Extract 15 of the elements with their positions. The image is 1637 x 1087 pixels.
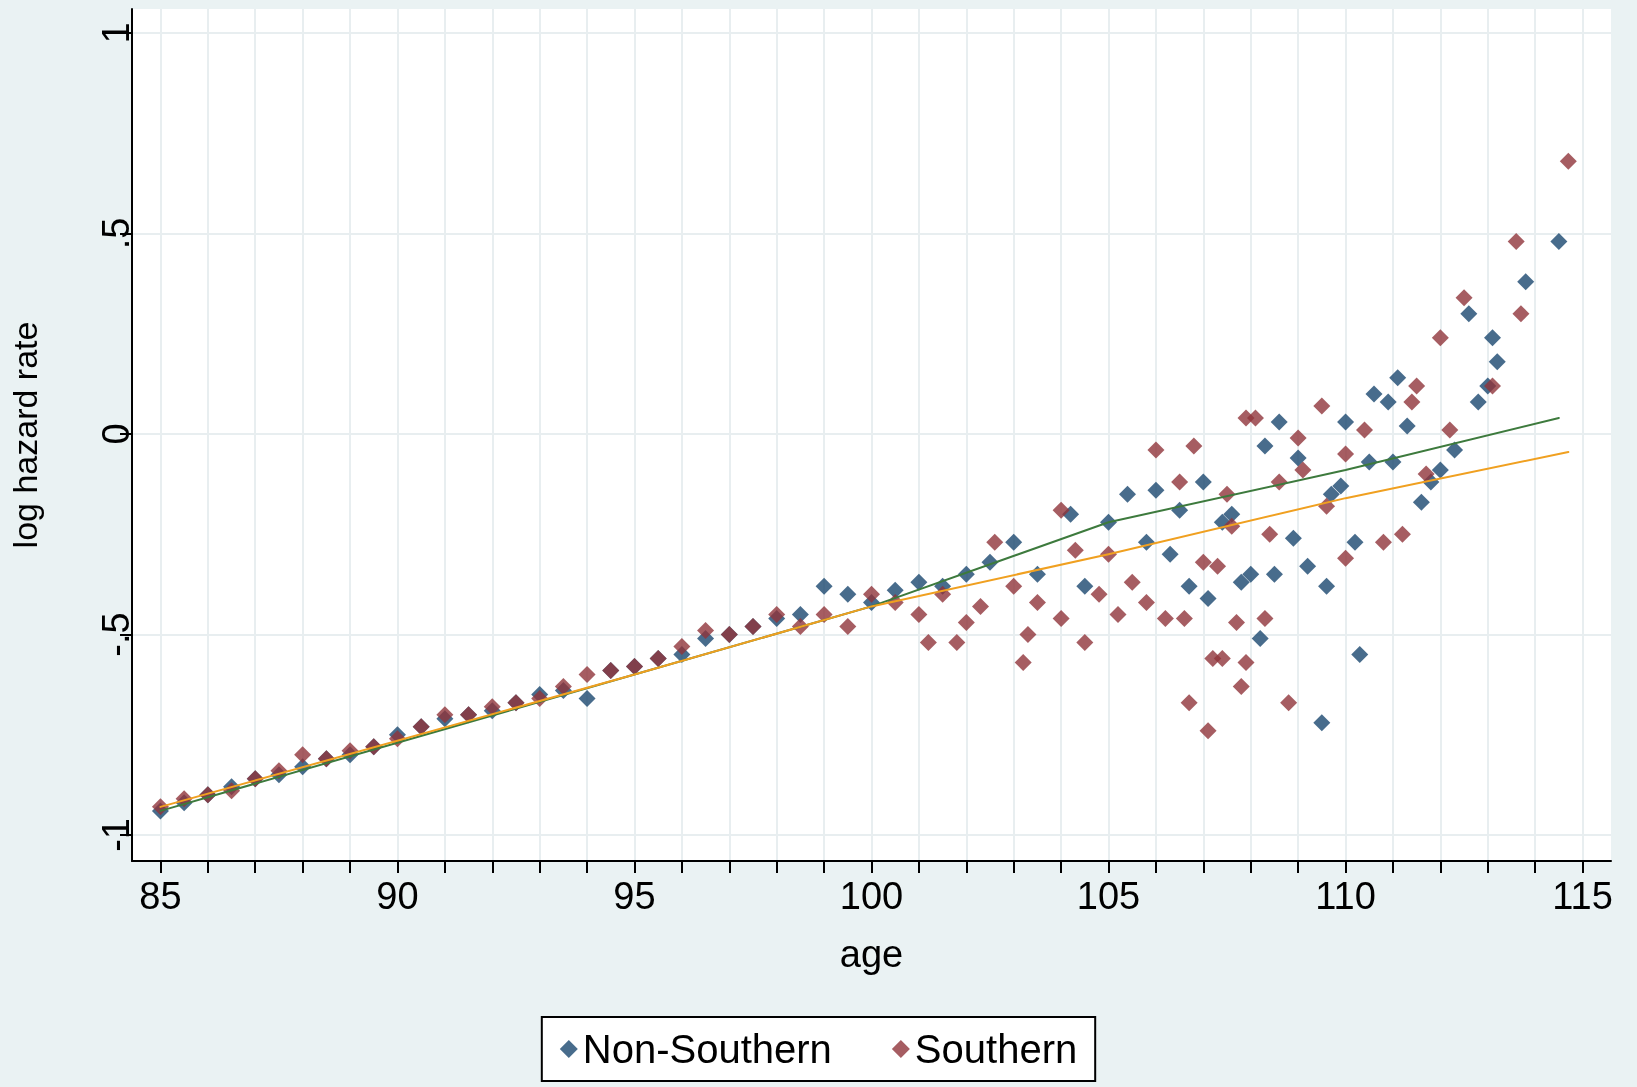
- y-tick-label: .5: [95, 217, 137, 250]
- x-tick-label: 95: [613, 875, 656, 917]
- x-tick-label: 90: [376, 875, 419, 917]
- legend-label: Southern: [914, 1027, 1078, 1071]
- y-tick-label: 0: [95, 423, 137, 445]
- x-tick-label: 115: [1552, 875, 1613, 917]
- x-axis-title: age: [839, 933, 904, 975]
- legend-label: Non-Southern: [582, 1027, 832, 1071]
- y-tick-label: -.5: [95, 612, 137, 657]
- x-tick-label: 85: [139, 875, 182, 917]
- y-axis-title: log hazard rate: [6, 321, 44, 549]
- x-tick-label: 110: [1315, 875, 1376, 917]
- x-tick-label: 105: [1076, 875, 1141, 917]
- y-tick-label: -1: [95, 818, 137, 852]
- x-tick-label: 100: [839, 875, 904, 917]
